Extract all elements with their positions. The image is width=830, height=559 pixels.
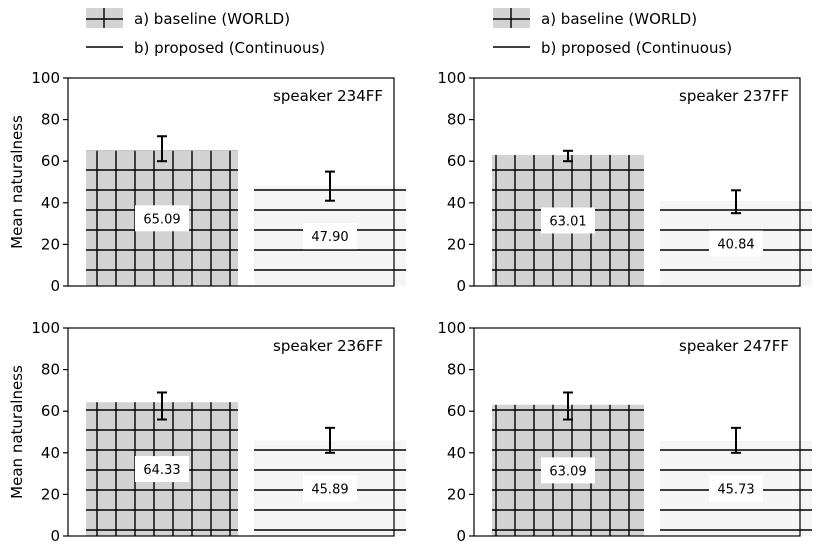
value-label-proposed: 45.89: [303, 475, 357, 502]
value-label-baseline: 65.09: [135, 205, 189, 232]
plot-frame: [67, 327, 395, 537]
y-tick-label: 40: [447, 444, 466, 462]
error-bar-proposed: [325, 170, 335, 202]
y-tick-label: 100: [31, 69, 60, 87]
panel-title: speaker 247FF: [679, 337, 789, 355]
legend-label-proposed: b) proposed (Continuous): [541, 39, 732, 57]
y-tick-label: 60: [447, 402, 466, 420]
y-tick-label: 20: [447, 235, 466, 253]
value-label-proposed: 40.84: [709, 230, 763, 257]
plot-frame: [473, 77, 801, 287]
chart-panel-4: 63.09 45.73 0 20 40 60 80 100 speaker 247FF: [437, 319, 812, 545]
svg-text:47.90: 47.90: [311, 230, 348, 245]
chart-panel-2: 63.01 40.84 0 20 40 60 80 100 speaker 237FF: [437, 69, 812, 295]
error-bar-proposed: [325, 426, 335, 454]
svg-text:64.33: 64.33: [143, 463, 180, 478]
legend-label-baseline: a) baseline (WORLD): [134, 10, 290, 28]
value-label-baseline: 63.09: [541, 457, 595, 484]
error-bar-baseline: [563, 149, 573, 163]
panel-title: speaker 236FF: [273, 337, 383, 355]
y-axis-label: Mean naturalness: [8, 115, 26, 249]
y-tick-label: 100: [31, 319, 60, 337]
y-tick-label: 20: [41, 485, 60, 503]
y-tick-label: 40: [41, 194, 60, 212]
y-tick-label: 60: [447, 152, 466, 170]
error-bar-baseline: [157, 391, 167, 421]
legend-left: a) baseline (WORLD) b) proposed (Continu…: [86, 8, 325, 57]
plot-frame: [473, 327, 801, 537]
y-tick-label: 20: [41, 235, 60, 253]
legend-right: a) baseline (WORLD) b) proposed (Continu…: [493, 8, 732, 57]
error-bar-baseline: [157, 135, 167, 163]
error-bar-proposed: [731, 426, 741, 454]
y-tick-label: 100: [437, 69, 466, 87]
y-tick-label: 60: [41, 152, 60, 170]
y-tick-label: 20: [447, 485, 466, 503]
y-tick-label: 80: [41, 111, 60, 129]
panel-title: speaker 237FF: [679, 87, 789, 105]
value-label-proposed: 47.90: [303, 223, 357, 250]
error-bar-proposed: [731, 189, 741, 215]
svg-text:63.01: 63.01: [549, 214, 586, 229]
y-tick-label: 0: [50, 527, 60, 545]
svg-text:45.73: 45.73: [717, 482, 754, 497]
legend-label-baseline: a) baseline (WORLD): [541, 10, 697, 28]
chart-panel-3: 64.33 45.89 0 20 40 60 80 100 speaker 236FF Mean …: [8, 319, 406, 545]
y-axis-label: Mean naturalness: [8, 365, 26, 499]
panel-title: speaker 234FF: [273, 87, 383, 105]
y-tick-label: 100: [437, 319, 466, 337]
y-tick-label: 60: [41, 402, 60, 420]
svg-text:45.89: 45.89: [311, 482, 348, 497]
chart-panel-1: 65.09 47.90 0 20 40 60 80 100 speaker 234FF Mean …: [8, 69, 406, 295]
svg-text:40.84: 40.84: [717, 238, 754, 253]
svg-text:63.09: 63.09: [549, 464, 586, 479]
y-tick-label: 40: [447, 194, 466, 212]
value-label-baseline: 64.33: [135, 456, 189, 483]
y-tick-label: 80: [41, 361, 60, 379]
value-label-baseline: 63.01: [541, 207, 595, 234]
plot-frame: [67, 77, 395, 287]
error-bar-baseline: [563, 391, 573, 421]
value-label-proposed: 45.73: [709, 475, 763, 502]
y-tick-label: 80: [447, 111, 466, 129]
legend-label-proposed: b) proposed (Continuous): [134, 39, 325, 57]
svg-text:65.09: 65.09: [143, 212, 180, 227]
y-tick-label: 0: [456, 527, 466, 545]
y-tick-label: 0: [50, 277, 60, 295]
y-tick-label: 80: [447, 361, 466, 379]
y-tick-label: 0: [456, 277, 466, 295]
y-tick-label: 40: [41, 444, 60, 462]
